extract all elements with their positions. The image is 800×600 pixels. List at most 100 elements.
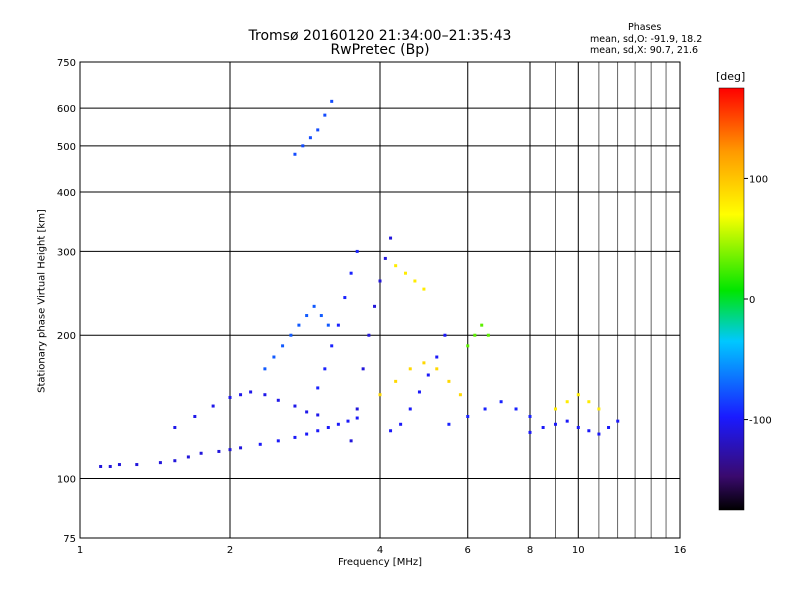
data-point bbox=[316, 413, 320, 417]
data-point bbox=[565, 419, 569, 423]
data-point bbox=[293, 404, 297, 408]
data-point bbox=[422, 287, 426, 291]
data-point bbox=[281, 344, 285, 348]
data-point bbox=[323, 367, 327, 371]
x-axis-label: Frequency [MHz] bbox=[337, 557, 423, 568]
data-point bbox=[258, 442, 262, 446]
data-point bbox=[378, 393, 382, 397]
data-point bbox=[389, 429, 393, 433]
data-point bbox=[528, 414, 532, 418]
data-point bbox=[239, 393, 243, 397]
data-point bbox=[541, 425, 545, 429]
data-point bbox=[305, 410, 309, 414]
data-point bbox=[597, 432, 601, 436]
data-point bbox=[616, 419, 620, 423]
data-point bbox=[217, 449, 221, 453]
y-tick-label: 300 bbox=[57, 247, 76, 258]
data-point bbox=[355, 249, 359, 253]
x-tick-label: 2 bbox=[227, 545, 233, 556]
x-tick-label: 8 bbox=[527, 545, 533, 556]
data-point bbox=[587, 429, 591, 433]
data-point bbox=[336, 422, 340, 426]
data-point bbox=[289, 333, 293, 337]
data-point bbox=[373, 304, 377, 308]
data-point bbox=[316, 429, 320, 433]
data-point bbox=[587, 400, 591, 404]
plot-frame bbox=[79, 61, 681, 539]
data-point bbox=[349, 271, 353, 275]
data-point bbox=[312, 304, 316, 308]
data-point bbox=[346, 419, 350, 423]
data-point bbox=[394, 379, 398, 383]
colorbar bbox=[718, 87, 745, 511]
data-point bbox=[326, 323, 330, 327]
x-tick-label: 1 bbox=[77, 545, 83, 556]
y-axis-label: Stationary phase Virtual Height [km] bbox=[36, 209, 48, 393]
data-point bbox=[408, 367, 412, 371]
data-point bbox=[272, 355, 276, 359]
data-point bbox=[343, 296, 347, 300]
data-point bbox=[199, 451, 203, 455]
data-point bbox=[297, 323, 301, 327]
data-point bbox=[316, 386, 320, 390]
data-point bbox=[276, 439, 280, 443]
data-point bbox=[336, 323, 340, 327]
data-point bbox=[413, 279, 417, 283]
data-point bbox=[326, 425, 330, 429]
data-point bbox=[330, 344, 334, 348]
data-point bbox=[228, 448, 232, 452]
data-point bbox=[408, 407, 412, 411]
data-point bbox=[330, 99, 334, 103]
data-point bbox=[403, 271, 407, 275]
data-point bbox=[528, 430, 532, 434]
data-point bbox=[394, 264, 398, 268]
colorbar-unit: [deg] bbox=[716, 70, 746, 83]
data-point bbox=[499, 400, 503, 404]
data-point bbox=[486, 333, 490, 337]
y-tick-labels: 75 100 200 300 400 500 600 750 bbox=[57, 58, 76, 545]
data-point bbox=[293, 435, 297, 439]
colorbar-tick-label: -100 bbox=[749, 416, 772, 427]
data-point bbox=[389, 236, 393, 240]
data-point bbox=[193, 414, 197, 418]
data-point bbox=[308, 136, 312, 140]
y-tick-label: 600 bbox=[57, 104, 76, 115]
data-point bbox=[597, 407, 601, 411]
data-point bbox=[514, 407, 518, 411]
data-point bbox=[576, 425, 580, 429]
x-tick-label: 16 bbox=[674, 545, 687, 556]
y-tick-label: 75 bbox=[63, 534, 76, 545]
data-point bbox=[355, 407, 359, 411]
data-point bbox=[99, 464, 103, 468]
y-tick-label: 750 bbox=[57, 58, 76, 69]
colorbar-ticks: 100 0 -100 bbox=[744, 174, 772, 427]
data-point bbox=[576, 393, 580, 397]
data-point bbox=[305, 432, 309, 436]
phase-stats-o: mean, sd,O: -91.9, 18.2 bbox=[590, 34, 703, 45]
grid-lines bbox=[80, 62, 680, 538]
data-point bbox=[319, 314, 323, 318]
colorbar-tick-label: 0 bbox=[749, 295, 755, 306]
data-point bbox=[239, 446, 243, 450]
data-point bbox=[447, 422, 451, 426]
data-point bbox=[458, 393, 462, 397]
data-point bbox=[367, 333, 371, 337]
data-point bbox=[426, 373, 430, 377]
data-points bbox=[99, 99, 620, 468]
colorbar-tick-label: 100 bbox=[749, 174, 768, 185]
x-tick-label: 6 bbox=[465, 545, 471, 556]
data-point bbox=[473, 333, 477, 337]
data-point bbox=[435, 367, 439, 371]
y-tick-label: 100 bbox=[57, 475, 76, 486]
data-point bbox=[422, 361, 426, 365]
data-point bbox=[466, 344, 470, 348]
data-point bbox=[417, 390, 421, 394]
x-tick-labels: 1 2 4 6 8 10 16 bbox=[77, 545, 687, 556]
data-point bbox=[480, 323, 484, 327]
data-point bbox=[301, 144, 305, 148]
data-point bbox=[323, 113, 327, 117]
chart-subtitle: RwPretec (Bp) bbox=[330, 42, 430, 58]
data-point bbox=[158, 461, 162, 465]
data-point bbox=[117, 463, 121, 467]
